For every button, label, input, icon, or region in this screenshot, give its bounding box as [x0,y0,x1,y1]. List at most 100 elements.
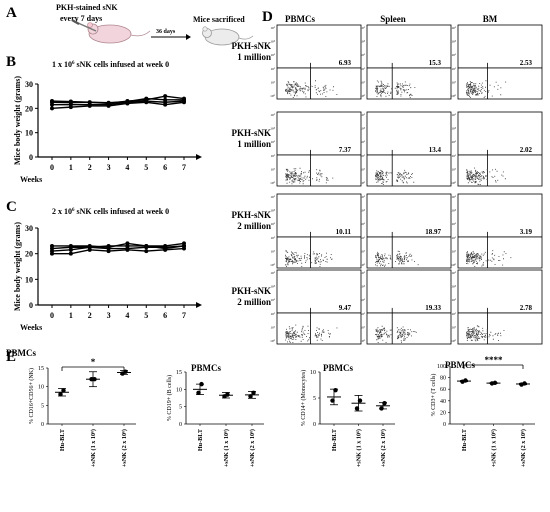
facs-axis-tick: 10³ [270,140,275,144]
facs-axis-tick: 10⁰ [360,263,366,267]
data-point [163,94,168,99]
data-point [68,105,73,110]
facs-axis-tick: 10² [270,312,275,316]
x-tick-label: 3 [107,163,111,172]
data-point [106,103,111,108]
data-point [163,102,168,107]
significance-marker: **** [485,355,504,365]
facs-axis-tick: 10¹ [451,167,456,171]
panel-title: PBMCs [445,360,475,370]
facs-plot [366,193,452,269]
facs-axis-tick: 10³ [360,298,365,302]
facs-axis-tick: 10³ [451,298,456,302]
column-header: Spleen [380,14,406,24]
stain-label-line2: every 7 days [60,14,102,23]
panel-label-c: C [6,199,17,215]
data-point [354,406,360,411]
x-tick-label: 0 [50,311,54,320]
y-axis-label: Mice body weight (grams) [13,222,22,311]
x-tick-label: Hu-BLT [59,428,66,451]
arrow-36-days: 36 days [151,29,191,40]
y-tick-label: 5 [179,405,182,411]
x-axis-arrow [196,154,202,160]
x-tick-label: +sNK (2 x 10⁶) [249,429,256,467]
y-tick-label: 15 [176,370,182,376]
x-tick-label: 6 [163,311,167,320]
facs-axis-tick: 10¹ [451,325,456,329]
chart-title: 2 x 106 sNK cells infused at week 0 [52,207,169,216]
x-tick-label: +sNK (1 x 10⁶) [356,429,363,467]
panel-label-b: B [6,54,16,70]
column-header: PBMCs [285,14,315,24]
data-point [522,381,527,386]
stain-label-line1: PKH-stained sNK [56,3,118,12]
facs-axis-tick: 10³ [451,140,456,144]
row-label-line2: 2 million [237,297,271,307]
data-point [199,381,204,387]
facs-axis-tick: 10³ [360,222,365,226]
gate-percentage: 6.93 [339,59,352,67]
facs-axis-tick: 10⁴ [360,285,366,289]
event-dots [466,325,505,342]
gate-percentage: 2.78 [520,304,533,312]
series-line [52,100,185,106]
x-tick-label: 0 [50,163,54,172]
gate-percentage: 7.37 [339,146,352,154]
facs-axis-tick: 10⁴ [451,209,457,213]
data-point [333,388,338,393]
y-tick-label: 0 [443,422,446,428]
facs-axis-tick: 10³ [270,222,275,226]
data-point [68,251,73,256]
x-axis-label: Weeks [20,323,42,332]
facs-axis-tick: 10⁴ [360,209,366,213]
x-tick-label: 4 [125,311,129,320]
facs-axis-tick: 10¹ [360,325,365,329]
event-dots [375,250,419,267]
facs-axis-tick: 10² [270,67,275,71]
data-point [251,390,256,395]
y-tick-label: 20 [440,410,446,416]
data-point [106,249,111,254]
facs-axis-tick: 10³ [451,53,456,57]
facs-axis-tick: 10⁴ [270,209,276,213]
facs-axis-tick: 10⁰ [270,181,276,185]
x-tick-label: 5 [144,311,148,320]
facs-axis-tick: 10⁵ [270,113,276,117]
x-tick-label: 1 [69,163,73,172]
x-tick-label: 2 [88,311,92,320]
gate-percentage: 19.33 [425,304,441,312]
facs-axis-tick: 10⁰ [360,339,366,343]
x-tick-label: 7 [182,311,186,320]
y-tick-label: 0 [179,422,182,428]
event-dots [466,167,506,185]
y-tick-label: 5 [41,403,44,409]
facs-axis-tick: 10⁰ [360,181,366,185]
event-dots [466,250,512,267]
facs-axis-tick: 10⁰ [451,263,457,267]
facs-axis-tick: 10⁵ [451,26,457,30]
event-dots [375,325,417,343]
facs-axis-tick: 10⁵ [451,113,457,117]
data-point [382,401,387,406]
data-point [163,247,168,252]
x-tick-label: +sNK (1 x 10⁶) [223,429,230,467]
x-tick-label: 2 [88,163,92,172]
facs-axis-tick: 10³ [451,222,456,226]
facs-axis-tick: 10² [360,154,365,158]
gate-percentage: 2.53 [520,59,533,67]
panel-title: PBMCs [6,348,36,358]
x-tick-label: Hu-BLT [331,428,338,451]
scatter-panel-mono: PBMCs 0 5 10% CD14+ (Monocytes) Hu-BLT +sNK (… [300,363,395,467]
facs-axis-tick: 10⁵ [270,195,276,199]
significance-marker: * [91,357,96,367]
panel-a-schematic: PKH-stained sNK every 7 days Mice sacrif… [56,3,254,46]
facs-axis-tick: 10⁰ [360,94,366,98]
y-tick-label: 0 [29,301,33,310]
facs-axis-tick: 10⁴ [360,40,366,44]
gate-percentage: 10.11 [336,228,352,236]
x-tick-label: 6 [163,163,167,172]
x-tick-label: +sNK (1 x 10⁶) [90,429,97,467]
facs-axis-tick: 10¹ [270,325,275,329]
